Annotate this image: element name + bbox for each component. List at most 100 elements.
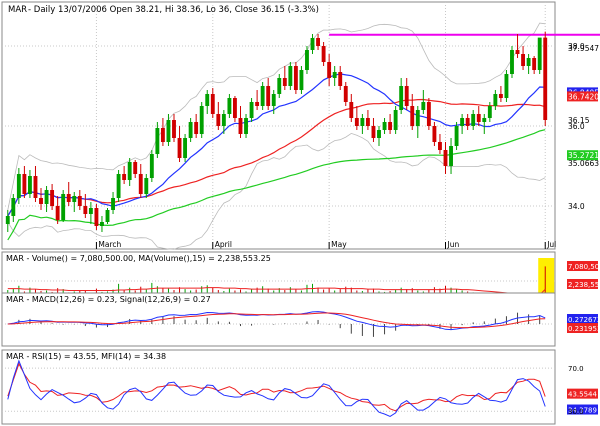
volume-highlight-box [538,258,555,300]
bollinger-upper-line [7,22,546,211]
candle-body [471,114,476,126]
candle [343,82,348,106]
candle [177,126,182,162]
candle [22,166,27,198]
candle [365,110,370,130]
candle [410,94,415,130]
price-tag: 37.9547 [568,44,599,53]
macd-tag: 0.272672 [568,316,600,324]
volume-tag-bg [567,279,598,289]
candle [532,56,537,74]
y-tick-label: 34.0 [568,202,585,211]
candle-body [504,74,509,98]
candle-body [410,106,415,126]
candle [421,90,426,114]
candle [149,150,154,182]
price-tag: 35.2721 [568,151,599,160]
candle-body [88,208,93,214]
candle [50,184,55,210]
candle-body [77,196,82,206]
volume-tag-bg [567,261,598,271]
candle [216,102,221,130]
candle-body [521,54,526,66]
candle-body [149,154,154,178]
candle [233,96,237,122]
candle-body [316,38,320,46]
candle [27,170,32,198]
candle-body [482,118,487,122]
candle-body [349,102,354,118]
candle-body [288,66,293,86]
candle-body [537,37,542,70]
candle-body [210,94,215,114]
candle [271,90,276,114]
candle [133,160,138,178]
candle [487,102,492,122]
candle [288,62,293,90]
candle [88,202,93,224]
rsi-title: MAR - RSI(15) = 43.55, MFI(14) = 34.38 [6,352,166,361]
candle [39,188,43,210]
candle [100,216,104,232]
candle [515,34,520,58]
candle-body [332,72,337,78]
candle [77,190,82,210]
candle [205,90,210,114]
candle-body [50,190,55,206]
candle-body [338,72,343,86]
candle-body [404,86,409,106]
candle-body [177,138,182,158]
candle [293,62,298,94]
candle [476,106,481,126]
candle [449,138,453,174]
candle [116,170,121,202]
x-label-jun: Jun [446,240,459,249]
volume-tag: 2,238,553 [568,281,600,289]
ma-blue-line [7,73,546,217]
x-label-april: April [215,240,232,249]
candle-body [72,196,77,202]
candle [66,182,71,206]
candle-body [399,86,404,110]
candle-body [526,58,531,66]
candle [244,114,248,138]
rsi-tag: 30.0 [568,408,584,416]
candle [327,54,332,86]
candle [360,114,365,134]
candle [160,118,165,146]
price-tag-bg [567,150,598,161]
candle [338,66,343,90]
candle [415,106,420,138]
price-header-text: - Daily 13/07/2006 Open 38.21, Hi 38.36,… [28,5,319,15]
candle-body [205,94,210,106]
price-tag: 36.7420 [568,92,599,101]
candle-body [260,86,265,106]
price-overlays [7,22,600,250]
candle [465,114,470,130]
candle [16,168,21,204]
volume-title: MAR - Volume() = 7,080,500.00, MA(Volume… [6,254,271,263]
candle-body [255,102,260,106]
macd-tag-bg [567,314,598,324]
candle [277,74,282,98]
candle-body [266,86,271,106]
candle [349,94,354,122]
candle [371,118,376,142]
candle-body [393,110,398,130]
candle-body [27,176,32,194]
candle [493,90,498,110]
candle [61,190,66,222]
candle-body [11,198,16,216]
x-label-march: March [98,240,121,249]
candle-body [238,118,243,134]
candle-body [426,102,431,126]
bollinger-lower-line [7,132,546,250]
candle [166,114,171,146]
candle [11,194,16,222]
candle [382,118,387,134]
candle-body [293,66,298,90]
candle-body [432,126,437,142]
